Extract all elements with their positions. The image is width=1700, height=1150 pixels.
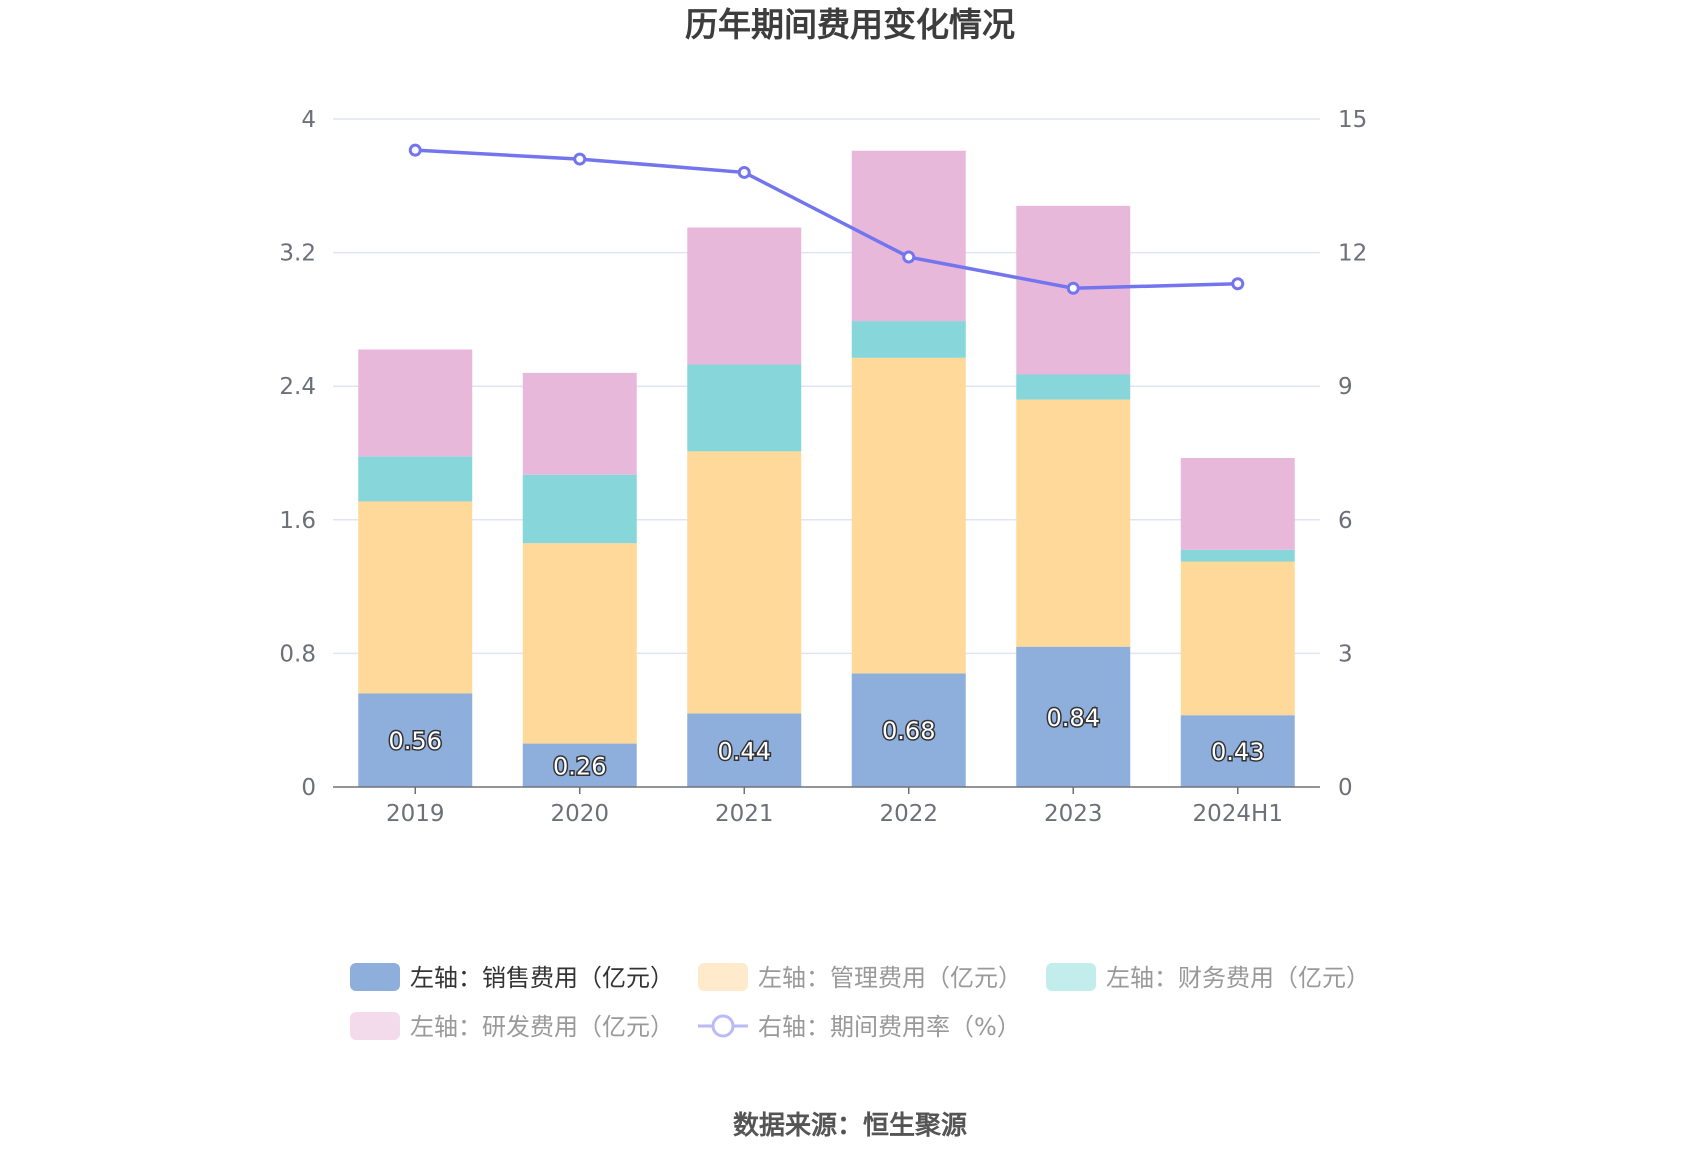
- bar-value-label: 0.84: [1047, 704, 1100, 732]
- bar-segment: [358, 349, 473, 457]
- legend-label[interactable]: 左轴：财务费用（亿元）: [1106, 964, 1370, 992]
- x-axis-tick-label: 2023: [1044, 801, 1103, 827]
- bar-value-label: 0.56: [389, 727, 442, 755]
- left-axis-tick-label: 0: [301, 775, 316, 801]
- x-axis-tick-label: 2020: [550, 801, 609, 827]
- right-axis-tick-label: 6: [1338, 508, 1353, 534]
- bar-segment: [1180, 549, 1295, 562]
- bar-value-label: 0.44: [718, 737, 771, 765]
- bar-segment: [522, 372, 637, 475]
- bar-segment: [851, 357, 966, 674]
- bar-segment: [1180, 715, 1295, 787]
- bar-stacks: [358, 150, 1295, 787]
- axes: 0 0.8 1.6 2.4 3.2 4 0 3 6 9 12 15 2019 2020 2021 2022 20…: [279, 107, 1367, 827]
- bar-segment: [851, 321, 966, 358]
- bar-segment: [522, 543, 637, 744]
- chart-title: 历年期间费用变化情况: [685, 5, 1015, 44]
- x-axis-tick-label: 2021: [715, 801, 774, 827]
- legend-swatch[interactable]: [350, 1012, 400, 1040]
- x-axis-tick-label: 2022: [879, 801, 938, 827]
- bar-segment: [522, 474, 637, 544]
- left-axis-tick-label: 4: [301, 107, 316, 133]
- expense-rate-point: [1066, 281, 1080, 295]
- bar-segment: [1180, 458, 1295, 550]
- legend-swatch[interactable]: [1046, 963, 1096, 991]
- right-axis-tick-label: 0: [1338, 775, 1353, 801]
- expense-rate-point: [737, 165, 751, 179]
- bar-segment: [358, 501, 473, 694]
- bar-segment: [1180, 561, 1295, 716]
- x-axis-tick-label: 2024H1: [1193, 801, 1283, 827]
- expense-rate-point: [408, 143, 422, 157]
- legend-label[interactable]: 右轴：期间费用率（%）: [758, 1013, 1021, 1041]
- left-axis-tick-label: 2.4: [279, 374, 316, 400]
- bar-segment: [1016, 374, 1131, 400]
- legend: 左轴：销售费用（亿元） 左轴：管理费用（亿元） 左轴：财务费用（亿元） 左轴：研发费用…: [350, 963, 1370, 1041]
- bar-segment: [358, 456, 473, 502]
- gridlines: [333, 118, 1320, 655]
- bar-segment: [687, 713, 802, 787]
- data-source-note: 数据来源：恒生聚源: [733, 1111, 967, 1141]
- bar-segment: [687, 364, 802, 452]
- legend-swatch[interactable]: [350, 963, 400, 991]
- expense-rate-line: [415, 148, 1238, 290]
- legend-label[interactable]: 左轴：研发费用（亿元）: [410, 1013, 674, 1041]
- left-axis-tick-label: 1.6: [279, 508, 316, 534]
- expense-rate-point: [573, 152, 587, 166]
- bar-segment: [1016, 399, 1131, 647]
- right-axis-tick-label: 12: [1338, 241, 1367, 267]
- bar-value-labels: 0.56 0.26 0.44 0.68 0.84 0.43: [387, 702, 1266, 781]
- expense-rate-point: [902, 250, 916, 264]
- bar-segment: [687, 227, 802, 365]
- bar-value-label: 0.43: [1211, 738, 1264, 766]
- x-axis-tick-label: 2019: [386, 801, 445, 827]
- right-axis-tick-label: 3: [1338, 641, 1353, 667]
- expense-rate-point: [1231, 277, 1245, 291]
- bar-segment: [358, 693, 473, 787]
- bar-segment: [1016, 646, 1131, 787]
- legend-label[interactable]: 左轴：销售费用（亿元）: [410, 964, 674, 992]
- legend-swatch[interactable]: [698, 963, 748, 991]
- bar-segment: [851, 673, 966, 787]
- bar-segment: [522, 743, 637, 787]
- right-axis-tick-label: 9: [1338, 374, 1353, 400]
- legend-label[interactable]: 左轴：管理费用（亿元）: [758, 964, 1022, 992]
- left-axis-tick-label: 3.2: [279, 241, 316, 267]
- legend-marker[interactable]: [711, 1014, 735, 1038]
- right-axis-tick-label: 15: [1338, 107, 1367, 133]
- expense-rate-line-series: [408, 143, 1245, 295]
- bar-segment: [687, 451, 802, 714]
- left-axis-tick-label: 0.8: [279, 641, 316, 667]
- bar-value-label: 0.26: [553, 752, 606, 780]
- bar-value-label: 0.68: [882, 717, 935, 745]
